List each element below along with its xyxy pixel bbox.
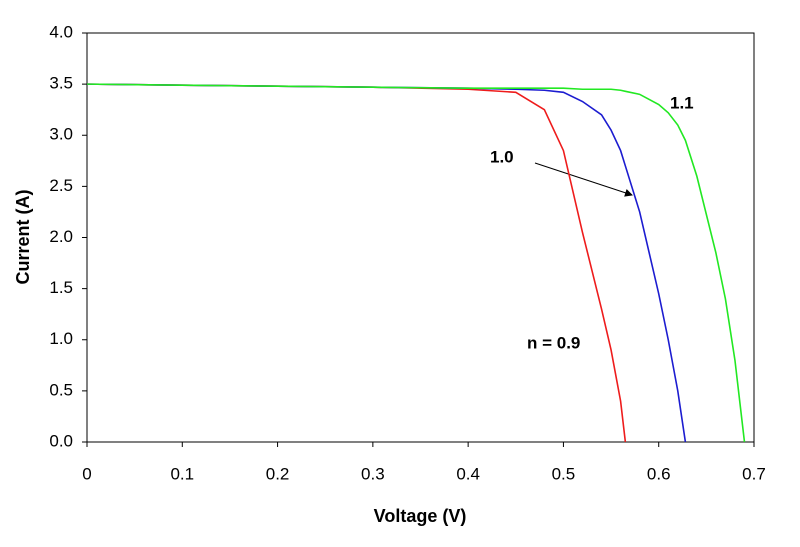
y-tick-label: 2.5 (49, 176, 73, 195)
y-axis-title: Current (A) (13, 190, 33, 285)
y-tick-label: 3.5 (49, 74, 73, 93)
y-tick-label: 3.0 (49, 125, 73, 144)
y-tick-label: 4.0 (49, 22, 73, 41)
annotation-arrow (534, 162, 633, 197)
x-tick-label: 0.2 (266, 464, 290, 483)
x-tick-label: 0.1 (170, 464, 194, 483)
x-tick-label: 0 (82, 464, 91, 483)
y-tick-label: 1.0 (49, 329, 73, 348)
x-tick-label: 0.6 (647, 464, 671, 483)
series-label: n = 0.9 (527, 333, 580, 352)
plot-frame (86, 32, 755, 443)
x-axis-title: Voltage (V) (374, 506, 467, 526)
x-tick-label: 0.5 (552, 464, 576, 483)
y-tick-label: 1.5 (49, 278, 73, 297)
series-label: 1.0 (490, 147, 514, 166)
x-tick-label: 0.4 (456, 464, 480, 483)
series-line (86, 83, 746, 443)
y-tick-label: 0.0 (49, 431, 73, 450)
series-label: 1.1 (670, 93, 694, 112)
y-tick-label: 0.5 (49, 380, 73, 399)
x-tick-label: 0.7 (742, 464, 766, 483)
series-line (86, 83, 687, 443)
series-line (86, 83, 627, 443)
x-tick-label: 0.3 (361, 464, 385, 483)
y-tick-label: 2.0 (49, 227, 73, 246)
